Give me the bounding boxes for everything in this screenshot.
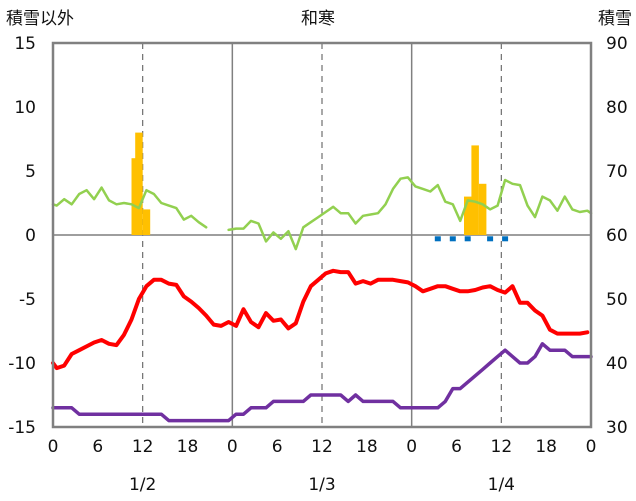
left-axis-title: 積雪以外 — [6, 9, 74, 29]
series-line — [51, 186, 208, 229]
snow-depth-mark — [487, 236, 494, 242]
y-tick-label: 0 — [25, 226, 36, 246]
label-layer: 積雪以外 和寒 積雪 151050-5-10-15908070605040300… — [6, 9, 632, 495]
snow-depth-mark — [502, 236, 509, 242]
x-tick-label: 0 — [406, 437, 417, 457]
precip-bar — [464, 196, 472, 235]
snow-depth-mark — [434, 236, 441, 242]
precip-bar — [478, 183, 487, 235]
y-tick-label: -10 — [8, 354, 36, 374]
chart-title: 和寒 — [301, 9, 335, 29]
y-tick-label: 5 — [25, 162, 36, 182]
x-tick-label: 0 — [227, 437, 238, 457]
x-tick-label: 18 — [535, 437, 557, 457]
y2-tick-label: 50 — [606, 290, 628, 310]
x-tick-label: 0 — [586, 437, 597, 457]
x-tick-label: 18 — [177, 437, 199, 457]
x-tick-label: 0 — [48, 437, 59, 457]
snow-depth-mark — [464, 236, 471, 242]
series-layer — [51, 132, 593, 423]
y2-tick-label: 70 — [606, 162, 628, 182]
series-line — [227, 176, 593, 251]
x-tick-label: 6 — [92, 437, 103, 457]
precip-bar — [471, 145, 479, 235]
x-tick-label: 6 — [272, 437, 283, 457]
y-tick-label: -5 — [19, 290, 36, 310]
y2-tick-label: 40 — [606, 354, 628, 374]
x-tick-label: 12 — [491, 437, 513, 457]
y-tick-label: 10 — [14, 98, 36, 118]
series-line — [51, 342, 593, 423]
plot-frame — [51, 41, 593, 429]
snow-depth-mark — [449, 236, 456, 242]
date-label: 1/4 — [488, 475, 515, 495]
y-tick-label: 15 — [14, 34, 36, 54]
x-tick-label: 12 — [132, 437, 154, 457]
y2-tick-label: 90 — [606, 34, 628, 54]
precip-bar — [135, 132, 143, 235]
series-line — [51, 268, 590, 371]
x-tick-label: 18 — [356, 437, 378, 457]
x-tick-label: 12 — [311, 437, 333, 457]
x-tick-label: 6 — [451, 437, 462, 457]
y2-tick-label: 60 — [606, 226, 628, 246]
precip-bar — [142, 209, 151, 235]
right-axis-title: 積雪 — [598, 9, 632, 29]
y2-tick-label: 30 — [606, 418, 628, 438]
y2-tick-label: 80 — [606, 98, 628, 118]
y-tick-label: -15 — [8, 418, 36, 438]
date-label: 1/3 — [308, 475, 335, 495]
date-label: 1/2 — [129, 475, 156, 495]
